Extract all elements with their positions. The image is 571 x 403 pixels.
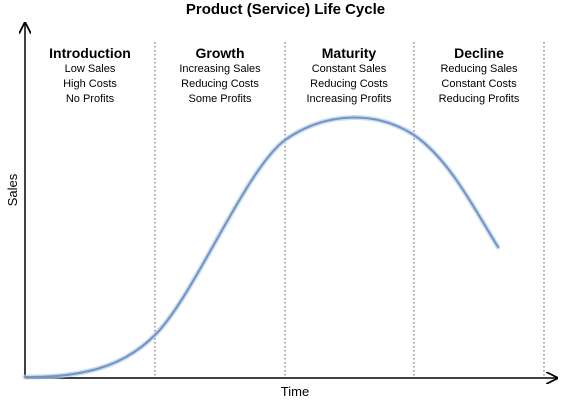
stage-detail: Some Profits (188, 93, 252, 105)
stage-detail: Reducing Profits (438, 93, 520, 105)
stage-detail: Reducing Costs (310, 78, 388, 90)
stage-detail: Constant Sales (311, 63, 387, 75)
stage-name: Decline (454, 45, 504, 61)
stage-detail: Increasing Profits (306, 93, 392, 105)
curve-glow (22, 115, 501, 380)
stage-detail: Increasing Sales (179, 63, 261, 75)
stage-detail: Low Sales (64, 63, 116, 75)
x-axis-label: Time (280, 384, 310, 399)
stage-decline: Decline Reducing Sales Constant Costs Re… (414, 45, 544, 107)
stage-growth: Growth Increasing Sales Reducing Costs S… (155, 45, 285, 107)
stage-detail: Constant Costs (441, 78, 517, 90)
diagram-title: Product (Service) Life Cycle (185, 1, 386, 18)
stage-detail: High Costs (63, 78, 117, 90)
stage-detail: Reducing Costs (181, 78, 259, 90)
stage-name: Maturity (321, 45, 377, 61)
stage-name: Introduction (49, 45, 131, 61)
stage-name: Growth (195, 45, 245, 61)
stage-detail: Reducing Sales (440, 63, 518, 75)
sales-curve (24, 116, 499, 379)
stage-introduction: Introduction Low Sales High Costs No Pro… (25, 45, 155, 107)
stage-detail: No Profits (65, 93, 115, 105)
stage-maturity: Maturity Constant Sales Reducing Costs I… (284, 45, 414, 107)
